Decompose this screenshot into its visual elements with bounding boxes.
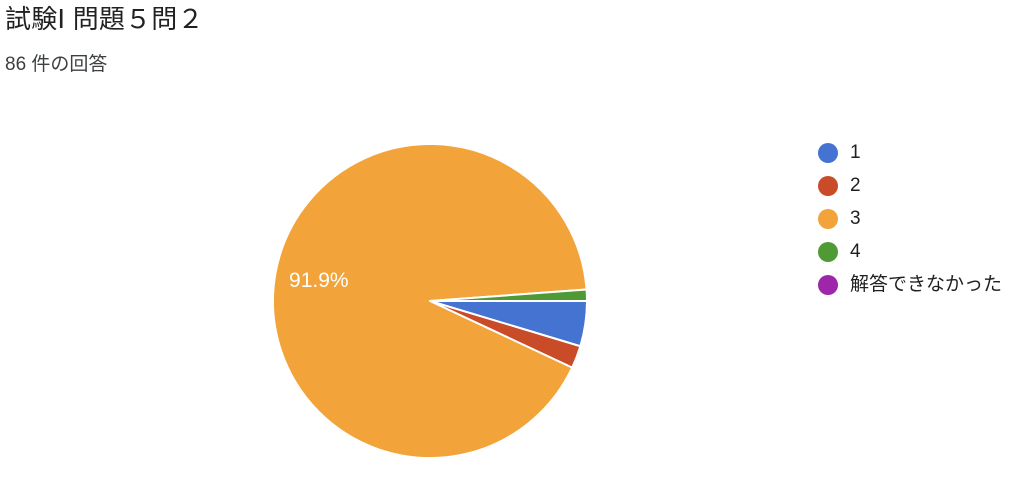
legend-label: 2 — [850, 175, 861, 196]
pie-chart-area: 91.9% — [258, 129, 602, 473]
pie-data-label: 91.9% — [289, 269, 349, 292]
pie-slice-4 — [429, 288, 588, 302]
legend-item-no-answer: 解答できなかった — [818, 268, 1002, 301]
pie-chart: 91.9% — [272, 143, 588, 460]
legend-label: 解答できなかった — [850, 274, 1003, 295]
legend-label: 3 — [850, 208, 861, 229]
legend-item-4: 4 — [818, 235, 1002, 268]
legend-label: 4 — [850, 241, 861, 262]
legend-item-2: 2 — [818, 169, 1002, 202]
legend-item-3: 3 — [818, 202, 1002, 235]
legend: 1 2 3 4 解答できなかった — [818, 136, 1002, 301]
legend-swatch-icon — [818, 142, 838, 163]
legend-swatch-icon — [818, 241, 838, 262]
legend-swatch-icon — [818, 274, 838, 295]
response-count: 86 件の回答 — [5, 54, 108, 75]
question-title: 試験Ⅰ 問題５問２ — [5, 4, 204, 34]
legend-item-1: 1 — [818, 136, 1002, 169]
legend-swatch-icon — [818, 208, 838, 229]
legend-swatch-icon — [818, 175, 838, 196]
legend-label: 1 — [850, 142, 861, 163]
